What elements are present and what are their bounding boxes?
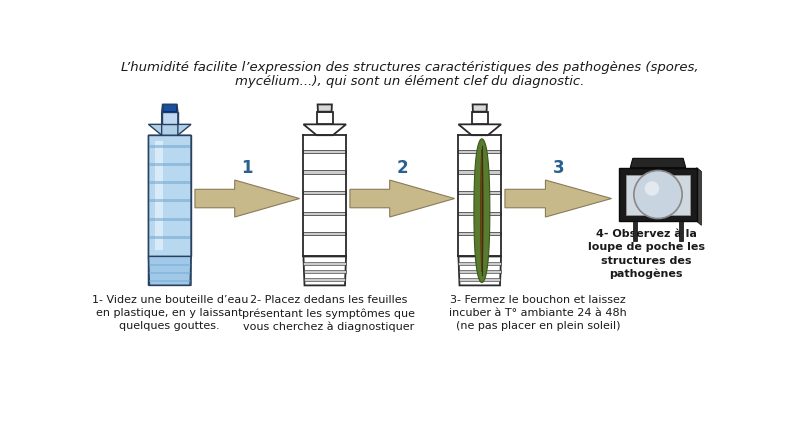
Text: 3: 3 — [553, 159, 564, 177]
Polygon shape — [149, 163, 191, 166]
Polygon shape — [149, 125, 191, 135]
Polygon shape — [474, 139, 490, 283]
Polygon shape — [458, 232, 501, 236]
Polygon shape — [149, 264, 191, 266]
Polygon shape — [303, 212, 346, 215]
Polygon shape — [317, 112, 333, 125]
Polygon shape — [149, 236, 191, 239]
Polygon shape — [481, 150, 483, 272]
Polygon shape — [149, 280, 191, 283]
Polygon shape — [626, 174, 690, 214]
Polygon shape — [459, 279, 500, 281]
Text: mycélium...), qui sont un élément clef du diagnostic.: mycélium...), qui sont un élément clef d… — [235, 75, 585, 88]
Polygon shape — [679, 221, 683, 241]
Polygon shape — [505, 180, 611, 217]
Text: 1- Videz une bouteille d’eau
en plastique, en y laissant
quelques gouttes.: 1- Videz une bouteille d’eau en plastiqu… — [91, 295, 248, 331]
Polygon shape — [350, 180, 454, 217]
Polygon shape — [458, 212, 501, 215]
Polygon shape — [303, 191, 346, 194]
Polygon shape — [149, 272, 191, 274]
Text: 4- Observez à la
loupe de poche les
structures des
pathogènes: 4- Observez à la loupe de poche les stru… — [588, 229, 705, 279]
Polygon shape — [303, 171, 346, 174]
Polygon shape — [304, 270, 346, 273]
Polygon shape — [458, 262, 501, 265]
Polygon shape — [303, 232, 346, 236]
Polygon shape — [149, 217, 191, 220]
Circle shape — [645, 181, 659, 196]
Polygon shape — [304, 279, 346, 281]
Polygon shape — [619, 168, 697, 221]
Polygon shape — [458, 135, 501, 256]
Polygon shape — [633, 221, 637, 241]
Polygon shape — [303, 150, 346, 153]
Polygon shape — [459, 270, 501, 273]
Circle shape — [634, 171, 682, 219]
Polygon shape — [303, 125, 346, 135]
Polygon shape — [162, 112, 178, 125]
Polygon shape — [303, 256, 346, 286]
Polygon shape — [149, 200, 191, 202]
Polygon shape — [458, 191, 501, 194]
Polygon shape — [149, 256, 191, 286]
Polygon shape — [303, 135, 346, 256]
Text: 2- Placez dedans les feuilles
présentant les symptômes que
vous cherchez à diagn: 2- Placez dedans les feuilles présentant… — [242, 295, 415, 332]
Polygon shape — [149, 181, 191, 184]
Polygon shape — [473, 105, 487, 112]
Polygon shape — [149, 135, 191, 256]
Polygon shape — [303, 262, 346, 265]
Text: L’humidité facilite l’expression des structures caractéristiques des pathogènes : L’humidité facilite l’expression des str… — [121, 61, 699, 74]
Polygon shape — [318, 105, 332, 112]
Polygon shape — [458, 256, 501, 286]
Text: 2: 2 — [397, 159, 408, 177]
Polygon shape — [149, 145, 191, 148]
Polygon shape — [458, 125, 501, 135]
Text: 1: 1 — [242, 159, 253, 177]
Polygon shape — [195, 180, 299, 217]
Polygon shape — [162, 105, 177, 112]
Polygon shape — [155, 141, 163, 250]
Polygon shape — [697, 168, 702, 225]
Polygon shape — [458, 150, 501, 153]
Polygon shape — [458, 171, 501, 174]
Polygon shape — [630, 158, 686, 168]
Text: 3- Fermez le bouchon et laissez
incuber à T° ambiante 24 à 48h
(ne pas placer en: 3- Fermez le bouchon et laissez incuber … — [449, 295, 626, 331]
Polygon shape — [472, 112, 488, 125]
